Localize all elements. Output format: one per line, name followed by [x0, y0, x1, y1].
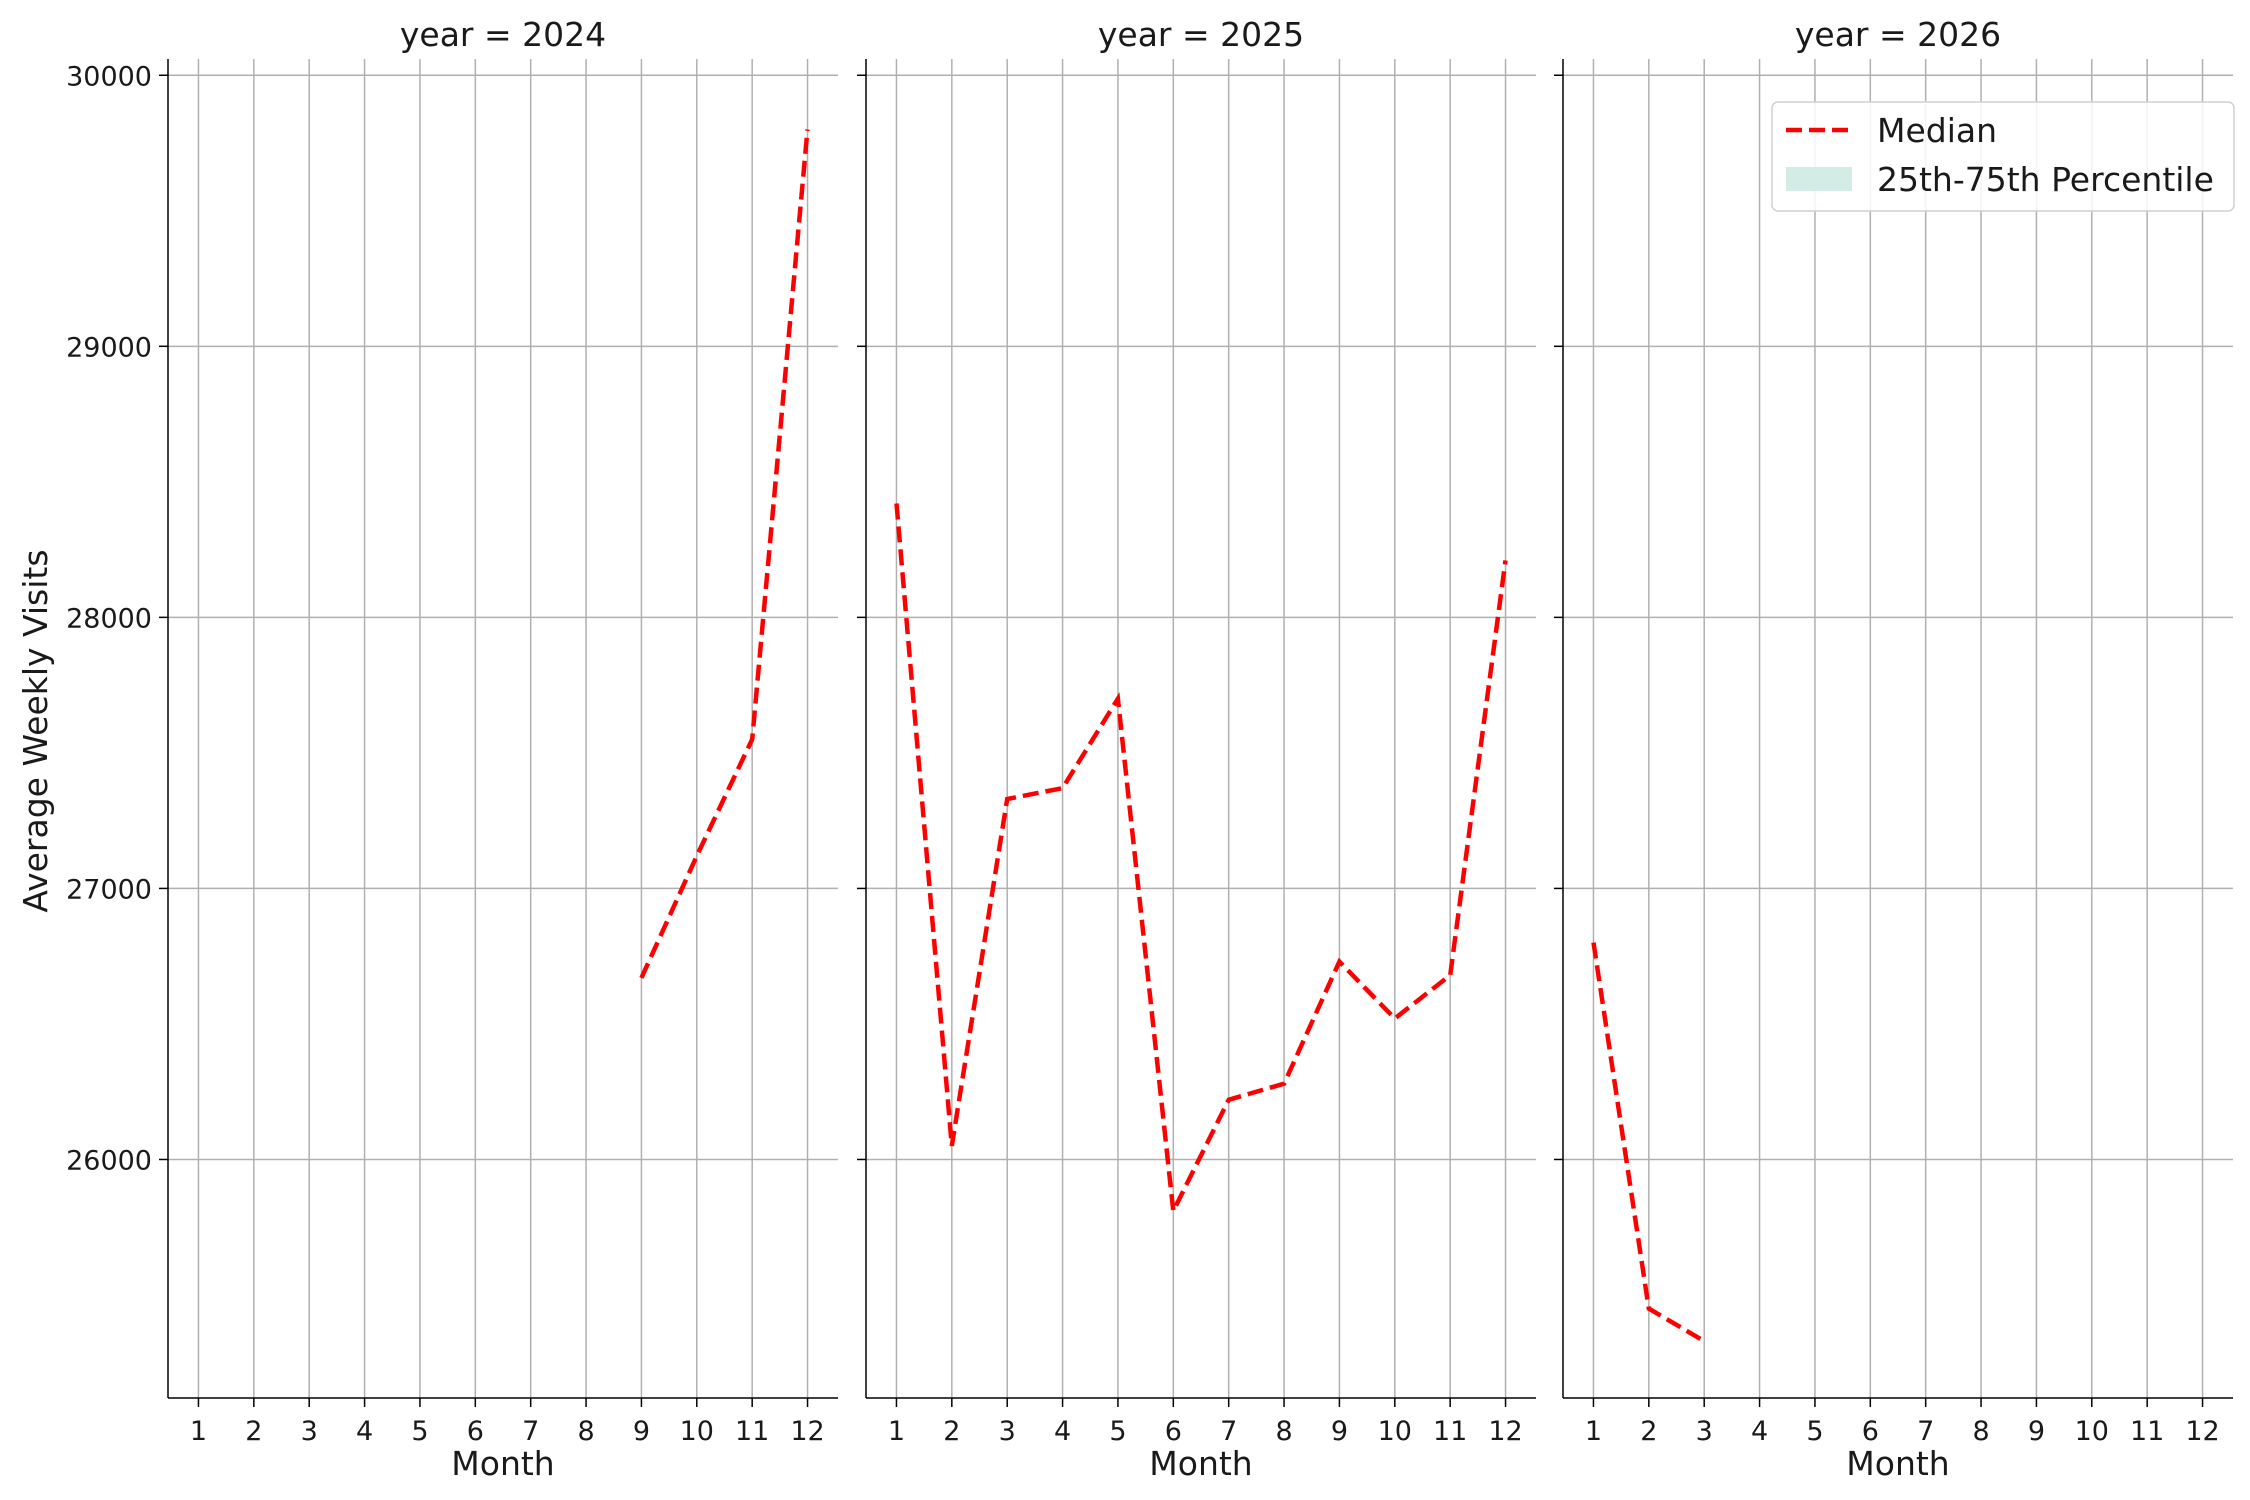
- x-tick-label: 2: [245, 1416, 262, 1447]
- x-tick-label: 6: [1862, 1416, 1879, 1447]
- x-tick-label: 9: [1331, 1416, 1348, 1447]
- x-tick-label: 7: [522, 1416, 539, 1447]
- x-tick-label: 1: [190, 1416, 207, 1447]
- x-tick-label: 3: [1696, 1416, 1713, 1447]
- x-tick-label: 9: [633, 1416, 650, 1447]
- x-tick-label: 6: [467, 1416, 484, 1447]
- x-tick-label: 7: [1917, 1416, 1934, 1447]
- y-tick-label: 30000: [66, 61, 152, 92]
- y-tick-label: 26000: [66, 1145, 152, 1176]
- legend: Median 25th-75th Percentile: [1771, 101, 2235, 212]
- y-axis-label: Average Weekly Visits: [16, 549, 55, 912]
- y-tick-label: 27000: [66, 874, 152, 905]
- panel-title: year = 2025: [1098, 15, 1304, 54]
- panel-title: year = 2026: [1795, 15, 2001, 54]
- x-tick-label: 6: [1165, 1416, 1182, 1447]
- x-tick-label: 2: [1640, 1416, 1657, 1447]
- x-tick-label: 7: [1220, 1416, 1237, 1447]
- x-tick-label: 8: [1275, 1416, 1292, 1447]
- x-tick-label: 5: [1806, 1416, 1823, 1447]
- x-tick-label: 11: [735, 1416, 769, 1447]
- x-tick-label: 8: [1972, 1416, 1989, 1447]
- legend-band-label: 25th-75th Percentile: [1877, 160, 2214, 199]
- legend-band-swatch: [1786, 167, 1852, 191]
- x-tick-label: 3: [999, 1416, 1016, 1447]
- x-axis-label: Month: [1846, 1444, 1949, 1483]
- x-tick-label: 9: [2028, 1416, 2045, 1447]
- x-tick-label: 4: [356, 1416, 373, 1447]
- x-tick-label: 10: [680, 1416, 714, 1447]
- x-axis-label: Month: [1149, 1444, 1252, 1483]
- median-line: [894, 503, 1508, 1219]
- x-tick-label: 3: [301, 1416, 318, 1447]
- x-tick-label: 8: [577, 1416, 594, 1447]
- panel-title: year = 2024: [400, 15, 606, 54]
- x-tick-label: 11: [2130, 1416, 2164, 1447]
- x-tick-label: 5: [1109, 1416, 1126, 1447]
- legend-frame: [1771, 101, 2235, 212]
- x-tick-label: 12: [1488, 1416, 1522, 1447]
- x-tick-label: 10: [1378, 1416, 1412, 1447]
- y-tick-label: 29000: [66, 332, 152, 363]
- x-tick-label: 10: [2075, 1416, 2109, 1447]
- x-tick-label: 2: [943, 1416, 960, 1447]
- x-tick-label: 12: [790, 1416, 824, 1447]
- median-line: [639, 129, 810, 979]
- x-axis-label: Month: [451, 1444, 554, 1483]
- x-tick-label: 11: [1433, 1416, 1467, 1447]
- legend-median-label: Median: [1877, 111, 1997, 150]
- x-tick-label: 1: [1585, 1416, 1602, 1447]
- x-tick-label: 1: [888, 1416, 905, 1447]
- x-tick-label: 4: [1751, 1416, 1768, 1447]
- x-tick-label: 5: [411, 1416, 428, 1447]
- x-tick-label: 4: [1054, 1416, 1071, 1447]
- x-tick-label: 12: [2185, 1416, 2219, 1447]
- y-tick-label: 28000: [66, 603, 152, 634]
